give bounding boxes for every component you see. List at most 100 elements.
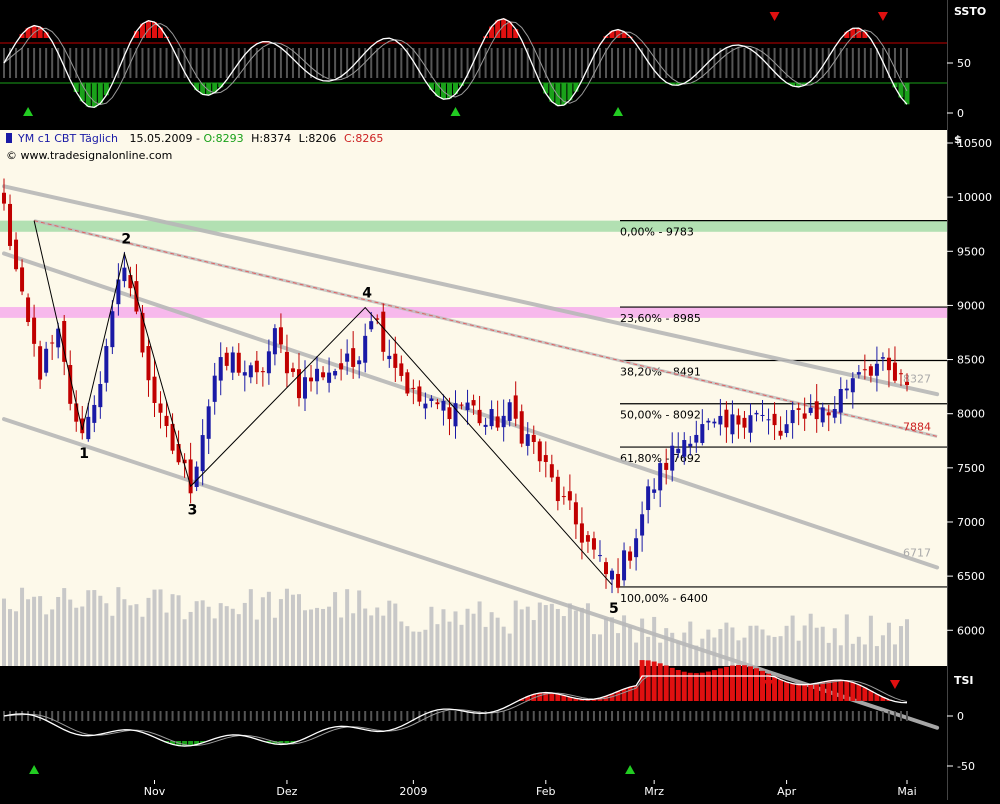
candle-body (254, 360, 259, 373)
volume-bar (327, 606, 332, 666)
wave-path (33, 220, 613, 586)
candle-body (513, 395, 518, 419)
fib-label: 23,60% - 8985 (620, 312, 701, 325)
candle-body (519, 411, 524, 444)
candle-body (387, 355, 392, 360)
volume-bar (405, 626, 410, 666)
volume-bar (862, 644, 867, 666)
volume-bar (591, 634, 596, 666)
bottom-axis-area (0, 780, 1000, 800)
candle-body (838, 388, 843, 413)
signal-down-triangle (763, 680, 774, 689)
volume-bar (351, 613, 356, 666)
candle-body (549, 464, 554, 478)
candle-body (441, 400, 446, 411)
volume-bar (236, 614, 241, 666)
volume-bar (278, 599, 283, 666)
volume-bar (495, 617, 500, 666)
candle-body (640, 514, 645, 536)
quote-date: 15.05.2009 (129, 132, 192, 145)
candle-body (182, 459, 187, 464)
x-tick-label: Apr (777, 785, 797, 798)
candle-body (567, 491, 572, 501)
currency-symbol: $ (954, 133, 962, 146)
volume-bar (74, 607, 79, 666)
resistance-line (33, 220, 938, 437)
candle-body (579, 523, 584, 543)
candle-body (628, 551, 633, 561)
candle-body (98, 383, 103, 408)
candle-body (200, 435, 205, 472)
candle-body (146, 346, 151, 381)
candle-body (652, 489, 657, 493)
volume-bar (573, 610, 578, 666)
wave-label: 4 (362, 286, 372, 302)
tsi-panel (0, 669, 947, 780)
volume-bar (670, 632, 675, 666)
candle-body (417, 386, 422, 402)
candle-body (56, 328, 61, 348)
ssto-indicator (0, 12, 947, 116)
volume-bar (194, 601, 199, 666)
low-value: L:8206 (299, 132, 337, 145)
tsi-title: TSI (954, 674, 974, 687)
y-tick-label: 8000 (957, 408, 985, 421)
candle-body (892, 362, 897, 381)
volume-bar (417, 631, 422, 666)
volume-bar (778, 636, 783, 666)
elliott-waves: 1 2 3 4 5 (33, 220, 619, 617)
candle-body (694, 434, 699, 443)
candle-body (820, 407, 825, 423)
volume-bar (20, 587, 25, 666)
volume-bar (369, 615, 374, 666)
candle-body (826, 412, 831, 416)
candle-body (880, 357, 885, 359)
candle-body (658, 463, 663, 491)
volume-bar (754, 625, 759, 666)
fib-label: 61,80% - 7692 (620, 452, 701, 465)
candle-body (796, 408, 801, 410)
candle-body (309, 377, 314, 382)
volume-bar (459, 624, 464, 666)
candle-body (411, 387, 416, 389)
candle-body (393, 353, 398, 368)
candle-body (140, 312, 145, 353)
volume-bar (441, 609, 446, 666)
volume-bar (579, 607, 584, 666)
candle-body (700, 424, 705, 443)
volume-bar (549, 603, 554, 666)
candle-body (832, 409, 837, 418)
ssto-tick-label: 50 (957, 57, 971, 70)
volume-bar (880, 635, 885, 666)
candle-body (170, 423, 175, 451)
candle-body (724, 409, 729, 428)
candle-body (718, 415, 723, 425)
volume-bar (128, 605, 133, 666)
volume-bar (435, 624, 440, 666)
candle-body (176, 443, 181, 463)
candle-body (104, 346, 109, 383)
candle-body (495, 416, 500, 428)
volume-bar (622, 615, 627, 666)
candle-body (537, 441, 542, 462)
volume-bar (116, 587, 121, 666)
candle-body (622, 550, 627, 581)
candle-body (742, 417, 747, 428)
candle-body (844, 388, 849, 391)
volume-bar (429, 606, 434, 666)
candle-body (850, 378, 855, 393)
candle-body (381, 311, 386, 352)
volume-bar (832, 628, 837, 666)
tsi-tick-label: -50 (957, 760, 975, 773)
volume-bar (465, 608, 470, 666)
volume-bar (290, 594, 295, 666)
volume-bar (176, 595, 181, 666)
candle-body (272, 328, 277, 355)
candle-body (616, 573, 621, 588)
candle-body (351, 348, 356, 367)
candle-body (555, 476, 560, 502)
volume-bar (784, 625, 789, 666)
candle-body (38, 346, 43, 380)
candle-body (122, 267, 127, 282)
